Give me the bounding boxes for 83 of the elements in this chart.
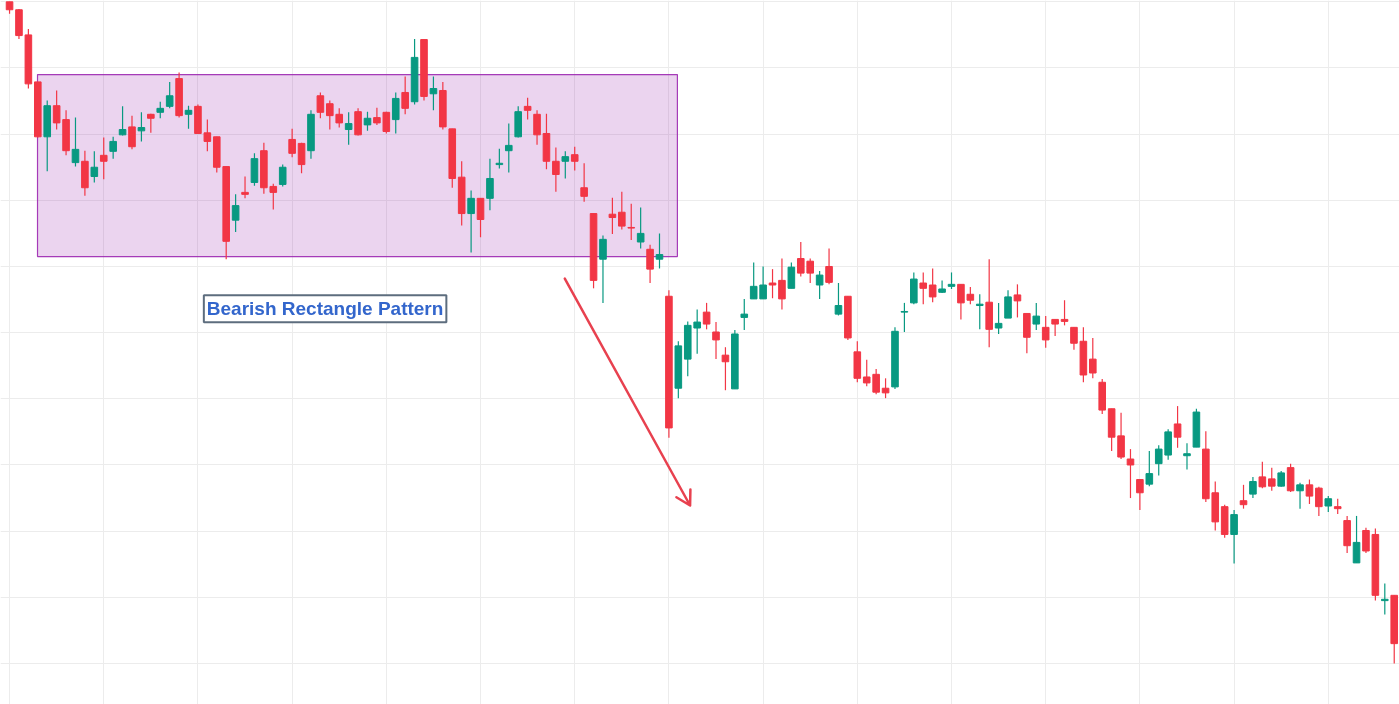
candlestick (1239, 484, 1248, 510)
candlestick (467, 189, 475, 254)
candlestick (241, 175, 249, 199)
candlestick (552, 146, 560, 193)
candlestick (1126, 448, 1135, 499)
candlestick (1305, 478, 1314, 505)
candlestick (71, 117, 80, 168)
candlestick (1004, 289, 1012, 319)
candlestick (495, 148, 504, 170)
candlestick (599, 234, 607, 304)
candlestick (834, 282, 843, 317)
candlestick (1230, 509, 1238, 565)
candlestick (1145, 450, 1154, 487)
candlestick (1051, 318, 1059, 337)
band-label: Bearish Rectangle Pattern (206, 298, 444, 320)
candlestick (1267, 467, 1276, 492)
candlestick (278, 163, 287, 188)
candlestick (900, 302, 909, 333)
candlestick (1352, 515, 1361, 564)
candlestick (429, 75, 438, 111)
candlestick (787, 261, 796, 289)
candlestick (975, 293, 984, 330)
candlestick (938, 279, 946, 294)
candlestick (1381, 582, 1389, 616)
candlestick (1060, 299, 1069, 326)
candlestick (1249, 476, 1257, 499)
candlestick (90, 150, 99, 184)
candlestick (1173, 405, 1182, 449)
candlestick (99, 136, 108, 180)
candlestick (1023, 312, 1031, 354)
candlestick (928, 267, 937, 303)
candlestick (297, 142, 306, 174)
candlestick (486, 158, 494, 211)
candlestick (721, 346, 730, 391)
candlestick (137, 111, 146, 143)
candlestick (910, 271, 918, 305)
candlestick (1041, 315, 1050, 349)
candlestick (627, 203, 636, 241)
candlestick (655, 232, 664, 270)
candlestick (1089, 337, 1097, 379)
candlestick (740, 298, 749, 331)
candlestick (354, 107, 362, 137)
candlestick (165, 81, 174, 109)
candlestick (646, 244, 654, 284)
candlestick (1032, 302, 1041, 331)
candlestick (504, 122, 513, 174)
candlestick (391, 91, 400, 135)
candlestick (363, 111, 372, 132)
candlestick (1013, 283, 1022, 319)
candlestick (561, 150, 570, 180)
candlestick (109, 136, 117, 160)
candlestick (636, 207, 645, 250)
candlestick (231, 193, 240, 233)
candlestick (1183, 442, 1191, 471)
candlestick (712, 321, 720, 360)
candlestick (118, 105, 127, 137)
candlestick (825, 248, 833, 285)
candlestick (768, 268, 777, 299)
candlestick (344, 111, 353, 146)
candlestick (994, 302, 1003, 335)
candlestick (288, 128, 296, 158)
candlestick (778, 257, 786, 311)
candlestick (618, 191, 626, 231)
candlestick (184, 105, 193, 130)
candlestick (815, 270, 824, 300)
candlestick (702, 302, 711, 330)
candlestick (1286, 463, 1295, 493)
candlestick (476, 197, 485, 238)
candlestick (128, 115, 136, 150)
candlestick (401, 75, 409, 115)
candlestick (1296, 482, 1304, 510)
candlestick (533, 109, 541, 146)
candlestick (1258, 461, 1267, 489)
candlestick (1315, 486, 1323, 517)
candlestick (608, 197, 617, 235)
candlestick (580, 162, 588, 203)
candlestick (250, 152, 259, 187)
candlestick (316, 91, 325, 119)
candlestick (919, 271, 928, 305)
candlestick (881, 377, 890, 399)
candlestick (523, 97, 532, 121)
candlestick (570, 146, 579, 172)
candlestick (1136, 478, 1144, 511)
